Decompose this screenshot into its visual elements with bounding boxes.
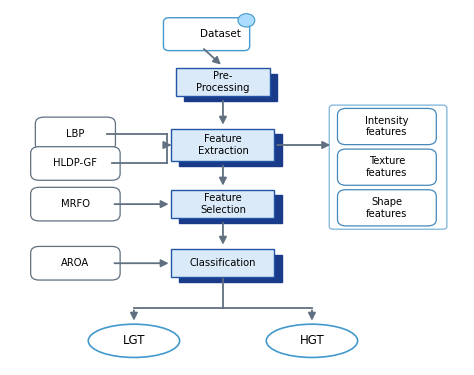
Text: Intensity
features: Intensity features [365, 116, 409, 137]
Ellipse shape [266, 324, 357, 357]
FancyBboxPatch shape [172, 129, 274, 161]
Text: Dataset: Dataset [200, 29, 241, 39]
Text: Texture
features: Texture features [366, 156, 408, 178]
FancyBboxPatch shape [176, 68, 270, 96]
Text: AROA: AROA [61, 258, 90, 268]
Text: Classification: Classification [190, 258, 256, 268]
FancyBboxPatch shape [337, 108, 437, 145]
Text: HLDP-GF: HLDP-GF [54, 159, 97, 168]
FancyBboxPatch shape [179, 195, 282, 223]
FancyBboxPatch shape [179, 135, 282, 166]
Ellipse shape [88, 324, 180, 357]
Text: Feature
Selection: Feature Selection [200, 194, 246, 215]
FancyBboxPatch shape [337, 149, 437, 185]
FancyBboxPatch shape [31, 147, 120, 180]
Circle shape [238, 13, 255, 27]
FancyBboxPatch shape [36, 117, 116, 151]
FancyBboxPatch shape [172, 249, 274, 277]
FancyBboxPatch shape [337, 190, 437, 226]
FancyBboxPatch shape [179, 255, 282, 282]
FancyBboxPatch shape [183, 74, 277, 101]
Text: Shape
features: Shape features [366, 197, 408, 219]
Text: Pre-
Processing: Pre- Processing [196, 71, 250, 93]
FancyBboxPatch shape [31, 246, 120, 280]
Text: LBP: LBP [66, 129, 84, 139]
FancyBboxPatch shape [31, 188, 120, 221]
FancyBboxPatch shape [172, 190, 274, 218]
Text: LGT: LGT [123, 334, 145, 347]
Text: HGT: HGT [300, 334, 324, 347]
FancyBboxPatch shape [164, 18, 250, 51]
Text: MRFO: MRFO [61, 199, 90, 209]
Text: Feature
Extraction: Feature Extraction [198, 134, 248, 156]
